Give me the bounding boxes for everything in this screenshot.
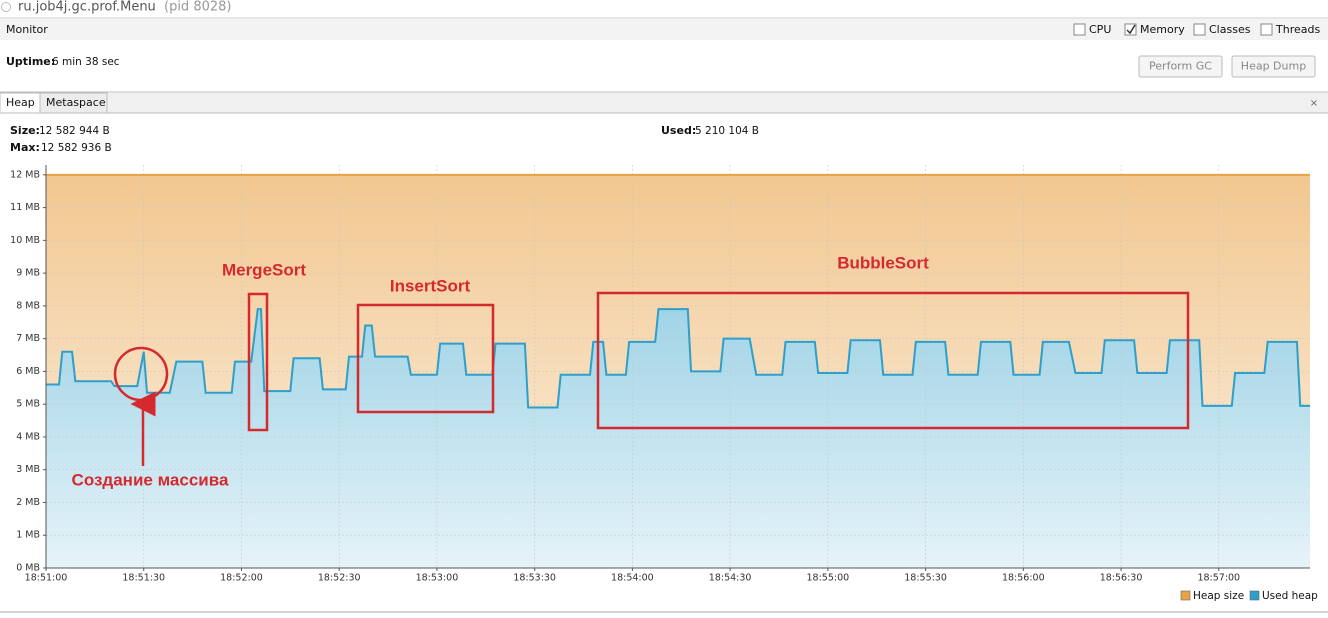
series-line (46, 308, 1310, 409)
button-group: Perform GC Heap Dump (1138, 55, 1316, 78)
uptime-value: 6 min 38 sec (52, 56, 120, 68)
max-label: Max: (10, 141, 40, 154)
y-tick-label: 5 MB (16, 399, 40, 410)
window-title: ru.job4j.gc.prof.Menu (18, 0, 156, 15)
plot: 0 MB 1 MB 2 MB 3 MB 4 MB 5 MB 6 MB 7 MB 8 MB 9 MB… (10, 165, 1310, 584)
y-tick-label: 2 MB (16, 497, 40, 508)
y-tick-label: 10 MB (10, 235, 40, 246)
x-tick-label: 18:52:30 (318, 573, 361, 584)
x-tick-label: 18:57:00 (1197, 573, 1240, 584)
button-frame[interactable] (1138, 55, 1223, 78)
annotation: MergeSort (222, 260, 306, 279)
legend-label: Heap size (1193, 590, 1244, 602)
x-tick-label: 18:54:30 (709, 573, 752, 584)
annotation: BubbleSort (837, 253, 929, 272)
legend-swatch (1249, 590, 1260, 601)
window-icon (1, 2, 11, 12)
x-tick-label: 18:53:00 (416, 573, 459, 584)
annotation-box (247, 292, 269, 432)
annotation: InsertSort (390, 276, 471, 295)
button[interactable]: Heap Dump (1231, 55, 1316, 78)
monitor-bar (0, 19, 1328, 40)
legend-label: Used heap (1262, 590, 1318, 602)
checkbox-box[interactable] (1193, 23, 1206, 36)
y-tick-label: 9 MB (16, 268, 40, 279)
y-tick-label: 7 MB (16, 333, 40, 344)
x-tick-label: 18:55:00 (807, 573, 850, 584)
checkbox-label[interactable]: CPU (1089, 23, 1111, 36)
x-tick-label: 18:52:00 (220, 573, 263, 584)
tab[interactable]: Heap (0, 92, 41, 114)
x-tick-label: 18:56:00 (1002, 573, 1045, 584)
button-frame[interactable] (1231, 55, 1316, 78)
x-tick-label: 18:56:30 (1100, 573, 1143, 584)
button-label[interactable]: Heap Dump (1241, 60, 1306, 73)
uptime-label: Uptime: (6, 55, 55, 68)
annotation-group: MergeSort InsertSort BubbleSort Создание ма… (72, 253, 930, 489)
used-label: Used: (661, 124, 696, 137)
tab-group: Heap Metaspace (0, 92, 108, 114)
size-label: Size: (10, 124, 40, 137)
y-tick-label: 4 MB (16, 431, 40, 442)
x-tick-label: 18:54:00 (611, 573, 654, 584)
tab-label[interactable]: Metaspace (46, 96, 106, 109)
tab-label[interactable]: Heap (6, 96, 35, 109)
y-tick-label: 12 MB (10, 169, 40, 180)
button[interactable]: Perform GC (1138, 55, 1223, 78)
max-value: 12 582 936 B (41, 142, 112, 154)
checkbox-label[interactable]: Threads (1275, 23, 1320, 36)
checkmark (1126, 24, 1136, 35)
y-tick-label: 0 MB (16, 563, 40, 574)
x-tick-label: 18:51:30 (122, 573, 165, 584)
window-pid: (pid 8028) (164, 0, 231, 15)
checkbox-box[interactable] (1260, 23, 1273, 36)
button-label[interactable]: Perform GC (1149, 60, 1212, 73)
annotation-box (596, 291, 1190, 430)
x-tick-label: 18:53:30 (513, 573, 556, 584)
x-tick-label: 18:51:00 (25, 573, 68, 584)
checkbox-label[interactable]: Memory (1140, 23, 1185, 36)
checkbox[interactable]: CPU (1073, 23, 1111, 36)
checkbox-box[interactable] (1073, 23, 1086, 36)
checkbox[interactable]: Memory (1124, 23, 1185, 36)
legend-swatch (1180, 590, 1191, 601)
size-value: 12 582 944 B (39, 125, 110, 137)
tab[interactable]: Metaspace (39, 92, 108, 114)
tab-bar (0, 93, 1328, 113)
y-tick-label: 1 MB (16, 530, 40, 541)
area-fill (46, 309, 1310, 568)
checkbox-group: CPU Memory Classes Threads (1073, 23, 1320, 36)
used-value: 5 210 104 B (695, 125, 759, 137)
y-tick-label: 11 MB (10, 202, 40, 213)
checkbox[interactable]: Threads (1260, 23, 1320, 36)
annotation-box (356, 303, 495, 414)
x-tick-label: 18:55:30 (904, 573, 947, 584)
y-tick-label: 3 MB (16, 464, 40, 475)
y-tick-label: 8 MB (16, 300, 40, 311)
monitor-label: Monitor (6, 23, 48, 36)
annotation: Создание массива (72, 470, 229, 489)
close-icon[interactable]: × (1310, 98, 1318, 109)
y-tick-label: 6 MB (16, 366, 40, 377)
checkbox-box[interactable] (1124, 23, 1137, 36)
checkbox-label[interactable]: Classes (1209, 23, 1251, 36)
legend: Heap size Used heap (1180, 590, 1318, 602)
checkbox[interactable]: Classes (1193, 23, 1251, 36)
